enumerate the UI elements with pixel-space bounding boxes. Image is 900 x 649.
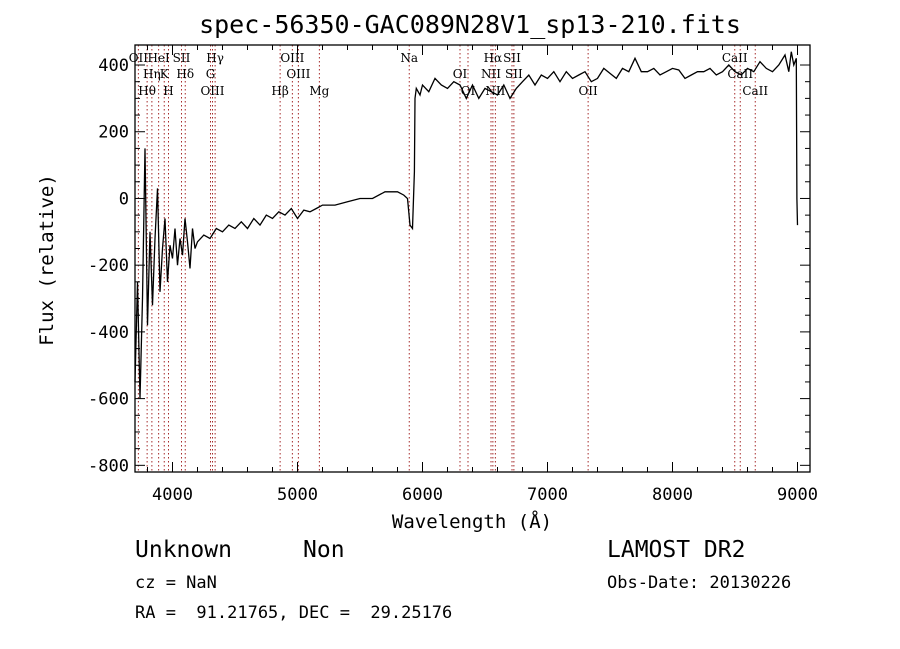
line-label-11: Hβ [271,84,288,98]
x-tick-label-1: 5000 [277,485,318,505]
line-label-6: SII [173,51,191,65]
line-label-22: SII [505,67,523,81]
x-axis-label: Wavelength (Å) [392,510,552,533]
line-label-10: G [206,67,216,81]
line-label-14: Mg [309,84,329,98]
line-label-7: Hδ [176,67,194,81]
line-label-18: Hα [484,51,503,65]
line-label-9: Hγ [206,51,224,65]
spectral-line-markers [137,45,756,472]
y-tick-label-3: -200 [88,256,129,276]
line-label-21: SII [503,51,521,65]
line-label-12: OIII [280,51,304,65]
y-tick-label-4: 0 [119,189,129,209]
line-label-3: HeI [147,51,170,65]
y-tick-label-5: 200 [98,123,129,143]
obs-date: Obs-Date: 20130226 [607,573,792,593]
object-class: Unknown [135,537,232,563]
y-tick-label-2: -400 [88,323,129,343]
line-label-20: NII [485,84,505,98]
x-tick-label-5: 9000 [777,485,818,505]
object-subclass: Non [303,537,345,563]
line-label-15: Na [400,51,418,65]
coordinates: RA = 91.21765, DEC = 29.25176 [135,603,453,623]
x-axis-ticks: 4000 5000 6000 7000 8000 9000 [147,45,818,505]
x-tick-label-4: 8000 [652,485,693,505]
line-label-16: OI [453,67,468,81]
line-label-0: OII [129,51,149,65]
line-label-5: H [163,84,173,98]
x-tick-label-0: 4000 [152,485,193,505]
line-label-19: NII [481,67,501,81]
line-label-26: CaII [742,84,768,98]
x-tick-label-2: 6000 [402,485,443,505]
line-label-2: Hθ [138,84,156,98]
line-label-23: OII [578,84,598,98]
redshift-cz: cz = NaN [135,573,217,593]
line-label-8: OIII [200,84,224,98]
y-tick-label-6: 400 [98,56,129,76]
line-label-1: Hη [143,67,161,81]
spectral-line-labels: OII Hη Hθ HeI KH SII Hδ OIII Hγ G Hβ OIII OIII Mg Na OI… [129,51,769,98]
survey-name: LAMOST DR2 [607,537,746,563]
y-tick-label-0: -800 [88,456,129,476]
x-tick-label-3: 7000 [527,485,568,505]
line-label-24: CaII [722,51,748,65]
y-axis-ticks: -800 -600 -400 -200 0 200 400 [88,56,810,476]
y-tick-label-1: -600 [88,390,129,410]
line-label-4: K [160,67,170,81]
chart-title: spec-56350-GAC089N28V1_sp13-210.fits [199,10,741,39]
line-label-13: OIII [286,67,310,81]
spectrum-line [134,51,799,399]
y-axis-label: Flux (relative) [36,174,58,346]
plot-frame [134,44,811,473]
